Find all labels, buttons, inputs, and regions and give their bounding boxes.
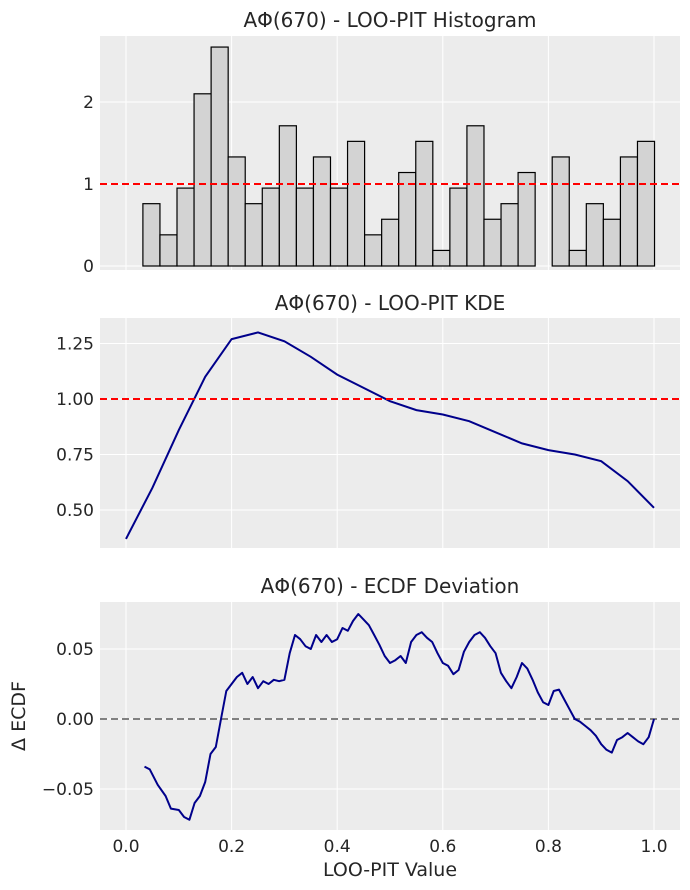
histogram-bar [483,218,502,267]
ecdf-x-tick-label: 1.0 [640,837,667,857]
ecdf-x-tick-label: 0.8 [535,837,562,857]
kde-curve [125,331,655,540]
histogram-bar [210,46,229,267]
ecdf-panel: −0.05 0.00 0.05 0.0 0.2 0.4 0.6 0.8 1.0 AΦ(670) … [8,574,680,881]
histogram-bar [278,125,297,267]
histogram-bar [517,171,536,267]
histogram-bar [432,249,451,267]
histogram-bar [449,187,468,267]
histogram-y-tick-label: 1 [83,175,94,195]
histogram-bar [329,187,349,267]
histogram-bar [585,203,604,267]
ecdf-title: AΦ(670) - ECDF Deviation [261,574,520,598]
histogram-bar [142,203,161,267]
ecdf-y-axis-label: Δ ECDF [8,681,30,751]
histogram-bar [551,156,570,267]
kde-y-tick-label: 0.75 [56,446,94,466]
ecdf-y-tick-label: 0.00 [56,710,94,730]
histogram-bar [636,140,656,267]
kde-y-tick-label: 1.25 [56,335,94,355]
ecdf-y-tick-label: −0.05 [42,780,94,800]
histogram-y-tick-label: 0 [83,257,94,277]
histogram-bar [398,171,417,267]
kde-y-tick-label: 1.00 [56,390,94,410]
histogram-bar [415,140,434,267]
histogram-bar [346,140,366,267]
histogram-bar [227,156,246,267]
histogram-bar [295,187,315,267]
histogram-bar [568,249,587,267]
histogram-bar [364,234,383,267]
histogram-title: AΦ(670) - LOO-PIT Histogram [243,8,536,32]
histogram-bar [619,156,639,267]
histogram-bar [466,125,485,267]
histogram-bar [261,187,280,267]
ecdf-x-tick-label: 0.0 [112,837,139,857]
histogram-bar [312,156,332,267]
ecdf-deviation-line [144,613,655,821]
histogram-bar [244,203,263,267]
kde-plot-area [100,318,680,548]
ecdf-x-tick-label: 0.4 [324,837,351,857]
histogram-bar [176,187,195,267]
kde-y-tick-label: 0.50 [56,501,94,521]
kde-panel: 0.50 0.75 1.00 1.25 AΦ(670) - LOO-PIT KDE [56,291,680,548]
histogram-bar [381,218,400,267]
ecdf-x-axis-label: LOO-PIT Value [323,859,457,881]
histogram-bar [159,234,178,267]
histogram-panel: 0 1 2 AΦ(670) - LOO-PIT Histogram [83,8,680,277]
histogram-y-tick-label: 2 [83,93,94,113]
ecdf-x-tick-label: 0.6 [429,837,456,857]
kde-title: AΦ(670) - LOO-PIT KDE [275,291,506,315]
ecdf-y-tick-label: 0.05 [56,640,94,660]
ecdf-x-tick-label: 0.2 [218,837,245,857]
histogram-bar [193,93,212,267]
histogram-bar [500,203,519,267]
ecdf-plot-area [100,602,680,830]
histogram-bar [602,218,622,267]
